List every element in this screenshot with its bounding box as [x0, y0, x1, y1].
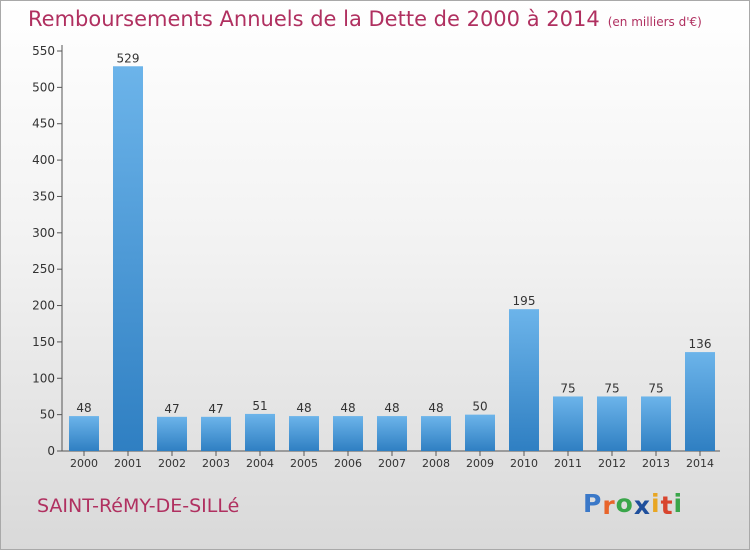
- bar: [113, 66, 143, 451]
- town-name: SAINT-RéMY-DE-SILLé: [37, 495, 240, 517]
- x-tick-label: 2007: [378, 457, 406, 470]
- bar-value-label: 75: [648, 381, 663, 395]
- bar: [289, 416, 319, 451]
- bar: [157, 416, 187, 451]
- bar-value-label: 529: [117, 51, 140, 65]
- bar-value-label: 195: [513, 294, 536, 308]
- y-tick-label: 350: [32, 189, 55, 203]
- y-tick-label: 550: [32, 44, 55, 58]
- bar-value-label: 47: [164, 402, 179, 416]
- logo-letter: t: [660, 491, 674, 520]
- bar-value-label: 75: [604, 381, 619, 395]
- bar: [553, 396, 583, 451]
- y-tick-label: 400: [32, 153, 55, 167]
- x-tick-label: 2004: [246, 457, 274, 470]
- bar-value-label: 136: [689, 337, 712, 351]
- x-tick-label: 2002: [158, 457, 186, 470]
- y-tick-label: 450: [32, 117, 55, 131]
- x-tick-label: 2001: [114, 457, 142, 470]
- chart-unit: (en milliers d'€): [607, 15, 702, 29]
- y-tick-label: 0: [47, 444, 55, 458]
- y-tick-label: 50: [40, 408, 55, 422]
- logo-letter: i: [673, 489, 684, 518]
- bar-value-label: 48: [384, 401, 399, 415]
- bar: [333, 416, 363, 451]
- proxiti-logo: Proxiti: [583, 489, 684, 520]
- logo-letter: i: [651, 489, 661, 518]
- bar-value-label: 50: [472, 400, 487, 414]
- x-tick-label: 2010: [510, 457, 538, 470]
- x-tick-label: 2003: [202, 457, 230, 470]
- logo-letter: r: [602, 491, 616, 520]
- logo-letter: x: [633, 491, 651, 520]
- bar-value-label: 47: [208, 402, 223, 416]
- chart-title: Remboursements Annuels de la Dette de 20…: [28, 7, 702, 31]
- bar-value-label: 48: [296, 401, 311, 415]
- bar: [69, 416, 99, 451]
- bar: [465, 414, 495, 451]
- y-tick-label: 250: [32, 262, 55, 276]
- y-tick-label: 200: [32, 299, 55, 313]
- x-tick-label: 2012: [598, 457, 626, 470]
- y-tick-label: 100: [32, 371, 55, 385]
- x-tick-label: 2011: [554, 457, 582, 470]
- y-tick-label: 150: [32, 335, 55, 349]
- bar: [245, 413, 275, 451]
- logo-letter: P: [583, 489, 603, 518]
- y-tick-label: 300: [32, 226, 55, 240]
- bar: [597, 396, 627, 451]
- x-tick-label: 2006: [334, 457, 362, 470]
- bar: [377, 416, 407, 451]
- bar-value-label: 48: [340, 401, 355, 415]
- x-tick-label: 2008: [422, 457, 450, 470]
- chart-title-main: Remboursements Annuels de la Dette de 20…: [28, 7, 600, 31]
- y-tick-label: 500: [32, 80, 55, 94]
- bar-value-label: 48: [76, 401, 91, 415]
- bar-value-label: 75: [560, 381, 575, 395]
- bar: [641, 396, 671, 451]
- x-tick-label: 2014: [686, 457, 714, 470]
- bar: [509, 309, 539, 451]
- bar: [685, 352, 715, 451]
- x-tick-label: 2000: [70, 457, 98, 470]
- x-tick-label: 2013: [642, 457, 670, 470]
- x-tick-label: 2005: [290, 457, 318, 470]
- bar: [421, 416, 451, 451]
- x-tick-label: 2009: [466, 457, 494, 470]
- logo-letter: o: [615, 489, 634, 518]
- bar-value-label: 48: [428, 401, 443, 415]
- bar: [201, 416, 231, 451]
- bar-value-label: 51: [252, 399, 267, 413]
